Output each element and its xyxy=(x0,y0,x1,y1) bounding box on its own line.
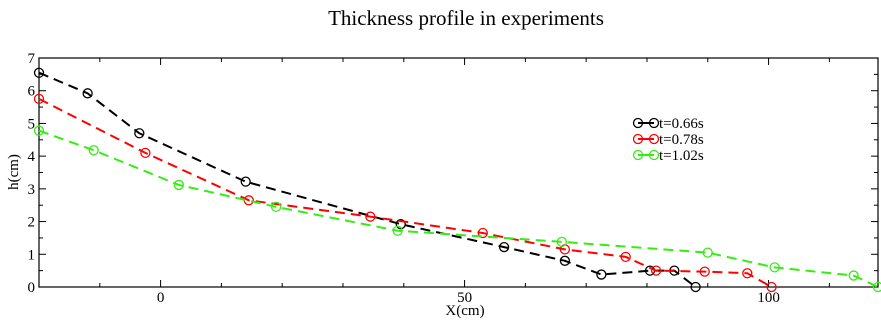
data-point xyxy=(559,255,571,266)
data-point xyxy=(477,227,488,239)
data-point xyxy=(556,236,568,248)
plot-frame xyxy=(38,57,879,288)
data-point xyxy=(173,179,184,191)
data-point xyxy=(33,125,45,136)
y-tick-label: 6 xyxy=(28,84,36,100)
series-line xyxy=(38,129,879,288)
data-point xyxy=(702,247,713,258)
x-tick-label: 100 xyxy=(757,290,780,306)
data-point xyxy=(690,281,701,293)
data-point xyxy=(769,262,780,273)
y-tick-label: 0 xyxy=(28,280,36,296)
y-axis-label: h(cm) xyxy=(6,154,22,190)
data-point xyxy=(134,128,145,139)
series-0 xyxy=(33,67,701,293)
data-point xyxy=(848,270,859,281)
legend-marker xyxy=(648,149,660,161)
data-point xyxy=(766,281,777,293)
x-tick-label: 50 xyxy=(457,290,472,306)
data-point xyxy=(240,176,251,187)
legend-item: t=1.02s xyxy=(632,148,704,164)
series-line xyxy=(38,98,773,288)
legend-label: t=0.66s xyxy=(659,116,704,132)
data-point xyxy=(699,266,710,277)
x-axis-label: X(cm) xyxy=(445,303,484,319)
axes: 0 50 100 0 1 2 3 4 5 6 7 xyxy=(28,51,879,306)
legend-label: t=1.02s xyxy=(659,148,704,164)
y-tick-label: 5 xyxy=(28,116,36,132)
legend-marker xyxy=(648,133,660,145)
series-line xyxy=(38,71,697,288)
data-point xyxy=(742,268,753,279)
data-point xyxy=(498,241,510,253)
data-point xyxy=(33,93,45,105)
data-point xyxy=(140,147,151,159)
data-point xyxy=(650,265,662,276)
y-tick-label: 2 xyxy=(28,215,36,231)
series-2 xyxy=(33,125,881,293)
legend-label: t=0.78s xyxy=(659,132,704,148)
legend-item: t=0.78s xyxy=(632,132,704,148)
legend-item: t=0.66s xyxy=(632,116,704,132)
chart-title: Thickness profile in experiments xyxy=(328,6,604,30)
y-tick-label: 3 xyxy=(28,182,36,198)
series-1 xyxy=(33,93,777,293)
legend-marker xyxy=(648,117,660,129)
y-tick-label: 1 xyxy=(28,247,36,263)
x-tick-label: 0 xyxy=(157,290,165,306)
data-point xyxy=(596,269,607,280)
data-point xyxy=(620,251,631,263)
series-layer xyxy=(33,67,881,293)
legend-marker xyxy=(632,149,644,161)
y-tick-label: 4 xyxy=(28,149,36,165)
data-point xyxy=(872,281,881,293)
data-point xyxy=(270,201,282,213)
data-point xyxy=(392,225,403,236)
data-point xyxy=(88,145,99,156)
data-point xyxy=(82,88,93,99)
data-point xyxy=(33,67,45,78)
data-point xyxy=(365,211,376,222)
y-tick-label: 7 xyxy=(28,51,36,67)
data-point xyxy=(395,219,406,230)
legend-marker xyxy=(632,117,644,129)
legend-marker xyxy=(632,133,644,145)
